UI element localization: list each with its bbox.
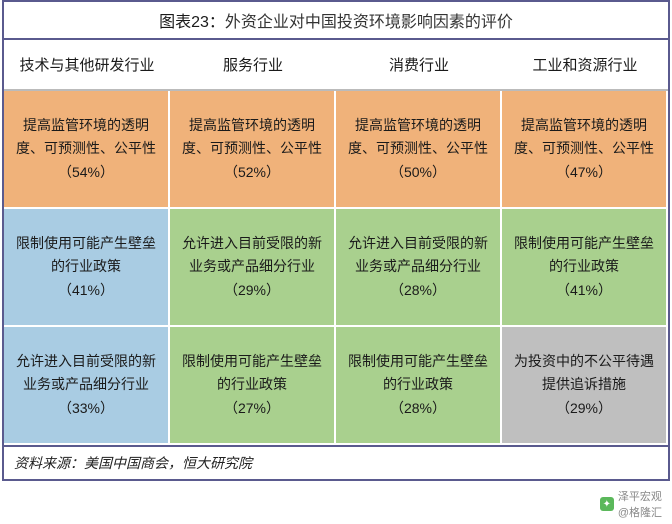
watermark-line2: @格隆汇 (618, 504, 662, 520)
cell-pct: （54%） (12, 161, 160, 183)
cell-text: 提高监管环境的透明度、可预测性、公平性 (348, 117, 488, 155)
data-cell: 限制使用可能产生壁垒的行业政策 （28%） (336, 327, 502, 445)
cell-pct: （33%） (12, 397, 160, 419)
data-cell: 提高监管环境的透明度、可预测性、公平性 （54%） (4, 91, 170, 209)
column-header: 技术与其他研发行业 (4, 40, 170, 91)
cell-pct: （28%） (344, 279, 492, 301)
watermark: ✦ 泽平宏观 @格隆汇 (600, 488, 662, 520)
data-table: 技术与其他研发行业 服务行业 消费行业 工业和资源行业 提高监管环境的透明度、可… (4, 40, 668, 445)
data-cell: 限制使用可能产生壁垒的行业政策 （41%） (4, 209, 170, 327)
data-cell: 限制使用可能产生壁垒的行业政策 （27%） (170, 327, 336, 445)
cell-text: 提高监管环境的透明度、可预测性、公平性 (16, 117, 156, 155)
data-cell: 为投资中的不公平待遇提供追诉措施 （29%） (502, 327, 668, 445)
data-cell: 允许进入目前受限的新业务或产品细分行业 （28%） (336, 209, 502, 327)
title-prefix: 图表23： (159, 14, 225, 31)
column-header: 服务行业 (170, 40, 336, 91)
data-cell: 提高监管环境的透明度、可预测性、公平性 （50%） (336, 91, 502, 209)
cell-text: 提高监管环境的透明度、可预测性、公平性 (514, 117, 654, 155)
data-cell: 提高监管环境的透明度、可预测性、公平性 （47%） (502, 91, 668, 209)
source-text: 资料来源：美国中国商会，恒大研究院 (4, 445, 668, 479)
cell-pct: （27%） (178, 397, 326, 419)
cell-text: 允许进入目前受限的新业务或产品细分行业 (348, 235, 488, 273)
cell-pct: （41%） (12, 279, 160, 301)
data-cell: 限制使用可能产生壁垒的行业政策 （41%） (502, 209, 668, 327)
cell-text: 限制使用可能产生壁垒的行业政策 (348, 353, 488, 391)
cell-pct: （29%） (510, 397, 658, 419)
cell-text: 允许进入目前受限的新业务或产品细分行业 (16, 353, 156, 391)
cell-text: 限制使用可能产生壁垒的行业政策 (514, 235, 654, 273)
cell-pct: （29%） (178, 279, 326, 301)
cell-text: 为投资中的不公平待遇提供追诉措施 (514, 353, 654, 391)
chart-title: 图表23：外资企业对中国投资环境影响因素的评价 (4, 2, 668, 40)
cell-text: 允许进入目前受限的新业务或产品细分行业 (182, 235, 322, 273)
wechat-icon: ✦ (600, 497, 614, 511)
cell-pct: （41%） (510, 279, 658, 301)
cell-text: 提高监管环境的透明度、可预测性、公平性 (182, 117, 322, 155)
data-cell: 允许进入目前受限的新业务或产品细分行业 （29%） (170, 209, 336, 327)
data-cell: 允许进入目前受限的新业务或产品细分行业 （33%） (4, 327, 170, 445)
column-header: 工业和资源行业 (502, 40, 668, 91)
title-text: 外资企业对中国投资环境影响因素的评价 (225, 14, 513, 31)
cell-text: 限制使用可能产生壁垒的行业政策 (182, 353, 322, 391)
watermark-text: 泽平宏观 @格隆汇 (618, 488, 662, 520)
cell-pct: （52%） (178, 161, 326, 183)
cell-pct: （50%） (344, 161, 492, 183)
data-cell: 提高监管环境的透明度、可预测性、公平性 （52%） (170, 91, 336, 209)
cell-pct: （28%） (344, 397, 492, 419)
chart-frame: 图表23：外资企业对中国投资环境影响因素的评价 技术与其他研发行业 服务行业 消… (2, 0, 670, 481)
watermark-line1: 泽平宏观 (618, 488, 662, 504)
column-header: 消费行业 (336, 40, 502, 91)
cell-pct: （47%） (510, 161, 658, 183)
cell-text: 限制使用可能产生壁垒的行业政策 (16, 235, 156, 273)
